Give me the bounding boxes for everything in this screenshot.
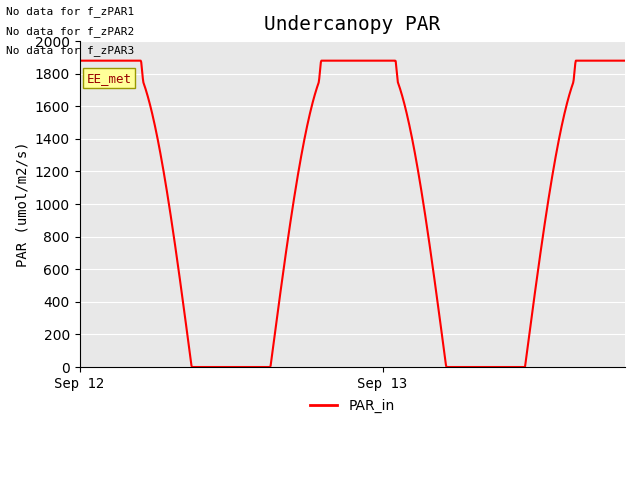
Text: No data for f_zPAR3: No data for f_zPAR3 <box>6 45 134 56</box>
Legend: PAR_in: PAR_in <box>304 394 401 419</box>
Title: Undercanopy PAR: Undercanopy PAR <box>264 15 440 34</box>
Y-axis label: PAR (umol/m2/s): PAR (umol/m2/s) <box>15 141 29 267</box>
Text: EE_met: EE_met <box>86 72 131 84</box>
Text: No data for f_zPAR2: No data for f_zPAR2 <box>6 25 134 36</box>
Text: No data for f_zPAR1: No data for f_zPAR1 <box>6 6 134 17</box>
